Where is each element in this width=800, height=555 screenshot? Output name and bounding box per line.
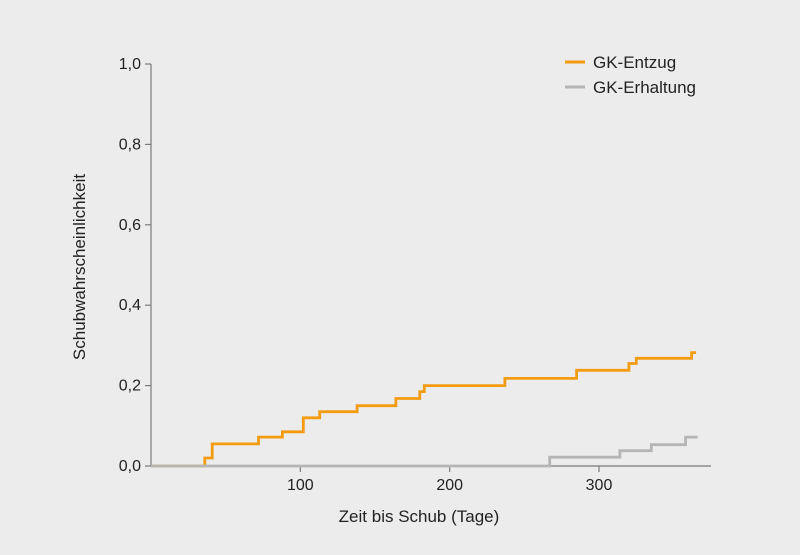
y-axis-label: Schubwahrscheinlichkeit: [70, 174, 89, 360]
series-line-gk-erhaltung: [151, 435, 698, 468]
y-tick-label: 0,4: [119, 297, 141, 314]
x-axis-label: Zeit bis Schub (Tage): [339, 507, 500, 526]
series-lines: [151, 351, 698, 468]
x-tick-label: 200: [436, 477, 463, 494]
y-tick-label: 0,2: [119, 378, 141, 395]
axes: 0,0 0,2 0,4 0,6 0,8 1,0 100 200 300: [119, 56, 711, 494]
y-tick-label: 0,0: [119, 458, 141, 475]
y-tick-label: 0,6: [119, 217, 141, 234]
y-tick-label: 0,8: [119, 136, 141, 153]
x-tick-label: 100: [287, 477, 314, 494]
series-line-gk-entzug: [151, 351, 697, 468]
legend: GK-Entzug GK-Erhaltung: [565, 53, 696, 97]
legend-label: GK-Entzug: [593, 53, 676, 72]
y-tick-label: 1,0: [119, 56, 141, 73]
x-tick-label: 300: [586, 477, 613, 494]
legend-label: GK-Erhaltung: [593, 78, 696, 97]
